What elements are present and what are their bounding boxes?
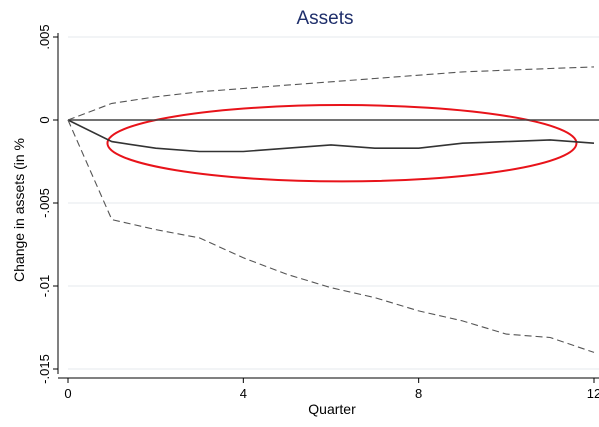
series-layer: [67, 66, 599, 353]
chart-title: Assets: [296, 8, 353, 29]
x-tick-label: 8: [415, 386, 422, 401]
y-tick-label: 0: [37, 116, 52, 123]
y-axis-label: Change in assets (in %: [11, 138, 27, 282]
x-tick-label: 4: [240, 386, 247, 401]
x-tick-label: 0: [64, 386, 71, 401]
series-line-upper-bound: [67, 66, 595, 121]
axis-layer: .005 0 -.005 -.01 -.015 0 4 8 12: [37, 24, 599, 401]
series-line-lower-bound: [67, 119, 595, 353]
y-tick-label: -.015: [37, 354, 52, 384]
x-axis-label: Quarter: [308, 401, 356, 417]
y-tick-label: -.01: [37, 275, 52, 297]
series-line-point-estimate: [67, 119, 595, 153]
grid-layer: [68, 36, 599, 370]
x-tick-label: 12: [587, 386, 599, 401]
highlight-ellipse: [106, 104, 578, 183]
y-tick-label: .005: [37, 24, 52, 49]
annotation-layer: [106, 104, 578, 183]
y-tick-label: -.005: [37, 188, 52, 218]
